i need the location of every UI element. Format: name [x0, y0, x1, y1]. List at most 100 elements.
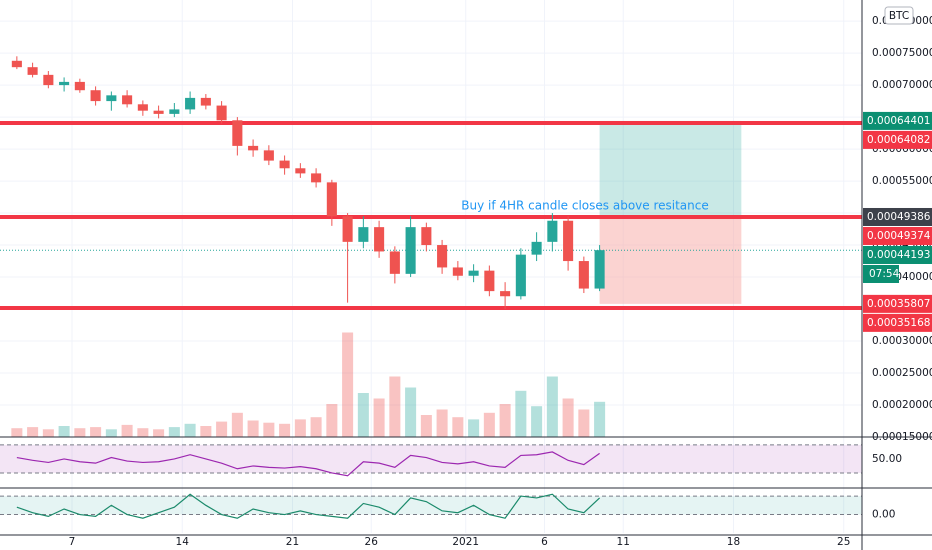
candle-body: [326, 182, 337, 217]
rsi-line: [16, 451, 600, 477]
price-badge: [863, 111, 932, 130]
candle-body: [405, 227, 416, 274]
x-tick-label: 7: [69, 536, 76, 548]
candle-body: [563, 220, 574, 262]
y-tick-label: 0.00020000: [872, 399, 932, 411]
volume-bar: [578, 409, 590, 437]
osc-tick-label: 0.00: [872, 509, 895, 521]
candle-body: [484, 270, 495, 292]
candle-body: [311, 173, 322, 183]
volume-bar: [405, 387, 417, 437]
candle-body: [263, 150, 274, 161]
candle-body: [216, 105, 227, 121]
volume-bar: [168, 427, 180, 437]
candle-body: [578, 261, 589, 289]
candle-body: [106, 95, 117, 102]
candle-body: [500, 291, 511, 297]
price-badge: [863, 207, 932, 226]
volume-bar: [231, 412, 243, 437]
candle-body: [515, 254, 526, 297]
x-tick-label: 14: [176, 536, 190, 548]
candle-body: [531, 241, 542, 255]
price-badge-label: 0.00064401: [867, 115, 930, 127]
volume-bar: [11, 428, 23, 437]
volume-bar: [294, 419, 306, 437]
osc-band: [0, 496, 862, 515]
volume-bar: [184, 423, 196, 437]
volume-bar: [247, 420, 259, 437]
volume-bar: [420, 415, 432, 437]
y-tick-label: 0.00075000: [872, 47, 932, 59]
osc-line: [16, 493, 601, 519]
candle-body: [437, 245, 448, 268]
price-badge: [863, 294, 932, 313]
x-tick-label: 2021: [452, 536, 479, 548]
price-badge-label: 0.00064082: [867, 134, 930, 146]
candle-body: [421, 227, 432, 246]
price-badge: [863, 130, 932, 149]
candle-body: [153, 110, 164, 114]
price-badge: [863, 245, 932, 264]
loss-zone: [599, 216, 742, 304]
volume-bar: [310, 417, 322, 437]
candle-body: [358, 227, 369, 242]
volume-bar: [562, 398, 574, 437]
annotation: Buy if 4HR candle closes above resitance: [461, 198, 709, 212]
volume-bar: [515, 390, 527, 437]
volume-bar: [200, 426, 212, 437]
y-tick-label: 0.00030000: [872, 335, 932, 347]
volume-bar: [436, 409, 448, 437]
candle-body: [374, 227, 385, 252]
candle-body: [74, 81, 85, 91]
price-badge-label: 0.00044193: [867, 249, 930, 261]
candle-body: [279, 160, 290, 169]
candle-body: [342, 216, 353, 242]
candle-body: [248, 145, 259, 151]
candle-body: [295, 168, 306, 174]
volume-bar: [263, 422, 275, 437]
symbol-badge-label: BTC: [889, 10, 909, 22]
y-tick-label: 0.00025000: [872, 367, 932, 379]
y-tick-label: 0.00055000: [872, 175, 932, 187]
price-badge: [863, 226, 932, 245]
candle-body: [122, 95, 133, 105]
candle-body: [137, 104, 148, 111]
volume-bar: [326, 404, 338, 437]
candle-body: [389, 251, 400, 274]
x-tick-label: 18: [727, 536, 740, 548]
volume-bar: [74, 428, 86, 437]
x-tick-label: 11: [617, 536, 630, 548]
candle-body: [43, 74, 54, 86]
rsi-tick-label: 50.00: [872, 453, 902, 465]
price-badge-label: 0.00049374: [867, 230, 931, 242]
volume-bar: [546, 376, 558, 437]
volume-bar: [483, 412, 495, 437]
volume-bar: [499, 404, 511, 437]
volume-bar: [42, 429, 54, 437]
candle-body: [169, 109, 180, 114]
volume-bar: [452, 417, 464, 437]
x-tick-label: 21: [286, 536, 299, 548]
volume-bar: [357, 393, 369, 437]
x-tick-label: 26: [365, 536, 379, 548]
price-badge-label: 0.00049386: [867, 211, 931, 223]
price-badge-label: 0.00035807: [867, 298, 930, 310]
volume-bar: [216, 421, 228, 437]
candle-body: [594, 250, 605, 289]
volume-bar: [90, 427, 102, 437]
candle-body: [200, 97, 211, 106]
countdown-label: 07:54: [869, 268, 900, 280]
volume-bar: [468, 419, 480, 437]
volume-bar: [27, 427, 39, 437]
candle-body: [232, 120, 243, 146]
volume-bar: [153, 429, 165, 437]
volume-bar: [373, 398, 385, 437]
candle-body: [11, 60, 22, 68]
candle-body: [547, 220, 558, 242]
candle-body: [452, 267, 463, 276]
volume-bar: [121, 424, 133, 437]
countdown-badge: [863, 264, 899, 283]
candle-body: [468, 270, 479, 276]
volume-bar: [137, 428, 149, 437]
